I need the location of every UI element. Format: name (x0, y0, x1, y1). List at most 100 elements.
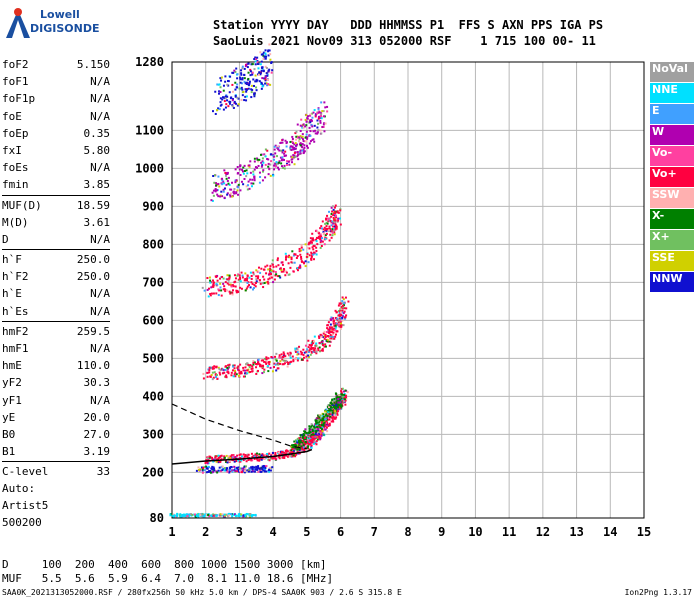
echo-point (342, 324, 345, 327)
echo-point (260, 87, 263, 90)
echo-point (299, 434, 302, 437)
echo-point (231, 105, 234, 108)
echo-point (169, 514, 172, 517)
echo-point (228, 91, 231, 94)
echo-point (263, 368, 266, 371)
echo-point (220, 454, 223, 457)
x-tick-label: 11 (502, 525, 516, 539)
echo-point (195, 513, 198, 516)
echo-point (246, 362, 249, 365)
echo-point (255, 78, 258, 81)
echo-point (210, 373, 213, 376)
echo-point (317, 347, 320, 350)
echo-point (268, 277, 271, 280)
echo-point (333, 225, 336, 228)
echo-point (240, 72, 243, 75)
echo-point (239, 471, 242, 474)
echo-point (327, 328, 330, 331)
echo-point (310, 343, 313, 346)
echo-point (310, 437, 313, 440)
echo-point (301, 126, 304, 129)
echo-point (255, 455, 258, 458)
x-tick-label: 15 (637, 525, 651, 539)
echo-point (250, 274, 253, 277)
echo-point (275, 359, 278, 362)
echo-point (310, 439, 313, 442)
echo-point (269, 273, 272, 276)
echo-point (291, 145, 294, 148)
echo-point (256, 157, 259, 160)
echo-point (343, 302, 346, 305)
echo-point (312, 244, 315, 247)
echo-point (212, 292, 215, 295)
echo-point (296, 151, 299, 154)
echo-point (300, 358, 303, 361)
echo-point (222, 369, 225, 372)
echo-point (328, 422, 331, 425)
echo-point (267, 468, 270, 471)
echo-point (262, 54, 265, 57)
echo-point (269, 58, 272, 61)
echo-point (290, 455, 293, 458)
echo-point (317, 414, 320, 417)
echo-point (216, 183, 219, 186)
header-line-1: Station YYYY DAY DDD HHMMSS P1 FFS S AXN… (213, 18, 604, 32)
echo-point (210, 292, 213, 295)
echo-point (336, 410, 339, 413)
echo-point (215, 470, 218, 473)
echo-point (221, 513, 224, 516)
echo-point (291, 156, 294, 159)
echo-point (275, 273, 278, 276)
echo-point (234, 168, 237, 171)
echo-point (259, 73, 262, 76)
echo-point (268, 466, 271, 469)
echo-point (226, 179, 229, 182)
echo-point (233, 460, 236, 463)
echo-point (246, 369, 249, 372)
echo-point (299, 264, 302, 267)
echo-point (202, 466, 205, 469)
echo-point (228, 275, 231, 278)
echo-point (332, 328, 335, 331)
echo-point (244, 454, 247, 457)
echo-point (227, 372, 230, 375)
echo-point (250, 91, 253, 94)
param-separator (2, 249, 110, 251)
param-row: yE 20.0 (2, 409, 110, 426)
logo-emblem-icon (6, 8, 30, 38)
echo-point (282, 270, 285, 273)
echo-point (284, 258, 287, 261)
echo-point (317, 115, 320, 118)
echo-point (301, 149, 304, 152)
echo-point (243, 67, 246, 70)
param-name: foEs (2, 161, 29, 175)
y-tick-label: 1280 (135, 55, 164, 69)
echo-point (277, 168, 280, 171)
echo-point (233, 465, 236, 468)
echo-point (272, 265, 275, 268)
echo-point (206, 288, 209, 291)
echo-point (267, 361, 270, 364)
param-value: 0.35 (83, 126, 111, 140)
echo-point (251, 514, 254, 517)
echo-point (326, 110, 329, 113)
echo-point (276, 257, 279, 260)
echo-point (269, 174, 272, 177)
echo-point (233, 513, 236, 516)
echo-point (238, 276, 241, 279)
echo-point (239, 286, 242, 289)
echo-point (233, 188, 236, 191)
echo-point (242, 514, 245, 517)
echo-point (329, 330, 332, 333)
echo-point (272, 281, 275, 284)
echo-point (289, 146, 292, 149)
echo-point (223, 371, 226, 374)
echo-point (304, 136, 307, 139)
echo-point (259, 153, 262, 156)
echo-point (342, 312, 345, 315)
echo-point (264, 53, 267, 56)
echo-point (327, 229, 330, 232)
echo-point (296, 439, 299, 442)
echo-point (316, 126, 319, 129)
echo-point (268, 167, 271, 170)
